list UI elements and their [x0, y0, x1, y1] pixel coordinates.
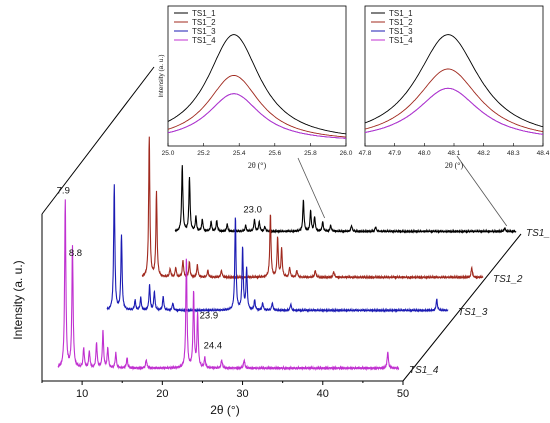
inset-series-ts1_2	[167, 74, 347, 138]
inset-series-ts1_1	[167, 34, 347, 135]
inset-series-ts1_4	[364, 87, 544, 135]
inset-x-axis-title: 2θ (°)	[248, 161, 267, 170]
inset-x-tick-label: 25.6	[268, 150, 281, 157]
inset-legend-label-ts1_4: TS1_4	[389, 36, 413, 45]
inset-legend-label-ts1_3: TS1_3	[389, 27, 413, 36]
inset-x-tick-label: 25.8	[304, 150, 317, 157]
inset-x-axis-title: 2θ (°)	[445, 161, 464, 170]
inset-right-chart: 47.8 47.9 48.0 48.1 48.2 48.3 48.42θ (°)TS1_1T…	[359, 5, 550, 170]
inset-x-tick-label: 48.0	[418, 150, 431, 157]
inset-left-chart: 25.0 25.2 25.4 25.6 25.8 26.0 2θ (°) Intensity …	[158, 5, 353, 170]
inset-x-tick-label: 25.2	[197, 150, 210, 157]
peak-annotation-23-9: 23.9	[200, 311, 219, 322]
x-tick-label-30: 30	[236, 388, 248, 400]
peak-annotation-8-8: 8.8	[69, 248, 82, 259]
inset-x-tick-label: 48.2	[477, 150, 490, 157]
inset-x-tick-label: 47.8	[359, 150, 372, 157]
inset-frame	[167, 5, 347, 147]
inset-legend-label-ts1_4: TS1_4	[192, 36, 216, 45]
series-line-ts1_4	[57, 199, 400, 372]
inset-left-connector	[297, 157, 326, 219]
inset-series-ts1_1	[364, 34, 544, 128]
inset-right-connector	[456, 155, 508, 227]
inset-x-tick-label: 26.0	[340, 150, 353, 157]
inset-legend-label-ts1_3: TS1_3	[192, 27, 216, 36]
series-label-ts1_3: TS1_3	[458, 307, 488, 318]
peak-annotation-24-4: 24.4	[204, 340, 223, 351]
main-xrd-chart: 10 20 30 40 50 2θ (°) Intensity (a. u.) TS1_1 TS…	[11, 66, 550, 417]
series-label-ts1_1: TS1_1	[526, 228, 550, 239]
inset-series-ts1_2	[364, 68, 544, 133]
x-axis-title: 2θ (°)	[210, 403, 239, 417]
inset-x-tick-label: 25.0	[162, 150, 175, 157]
x-tick-label-20: 20	[156, 388, 168, 400]
y-axis-title: Intensity (a. u.)	[11, 260, 25, 339]
depth-axis-front	[402, 233, 522, 382]
series-line-ts1_3	[106, 184, 449, 314]
inset-legend-label-ts1_2: TS1_2	[192, 18, 216, 27]
inset-x-tick-label: 25.4	[233, 150, 246, 157]
inset-y-axis-title: Intensity (a. u.)	[158, 55, 165, 98]
x-tick-label-50: 50	[397, 388, 409, 400]
series-line-ts1_2	[141, 136, 484, 281]
x-tick-label-10: 10	[76, 388, 88, 400]
depth-axis-back	[41, 66, 155, 215]
inset-x-tick-label: 48.4	[537, 150, 550, 157]
inset-legend-label-ts1_1: TS1_1	[389, 9, 413, 18]
inset-x-tick-label: 48.3	[507, 150, 520, 157]
series-label-ts1_4: TS1_4	[409, 365, 439, 376]
x-tick-label-40: 40	[317, 388, 329, 400]
inset-legend-label-ts1_1: TS1_1	[192, 9, 216, 18]
inset-x-tick-label: 48.1	[448, 150, 461, 157]
peak-annotation-23-0: 23.0	[243, 204, 262, 215]
series-line-ts1_1	[174, 165, 517, 235]
series-label-ts1_2: TS1_2	[493, 274, 523, 285]
peak-annotation-7-9: 7.9	[57, 186, 70, 197]
inset-series-ts1_4	[167, 93, 347, 139]
inset-x-tick-label: 47.9	[388, 150, 401, 157]
inset-legend-label-ts1_2: TS1_2	[389, 18, 413, 27]
